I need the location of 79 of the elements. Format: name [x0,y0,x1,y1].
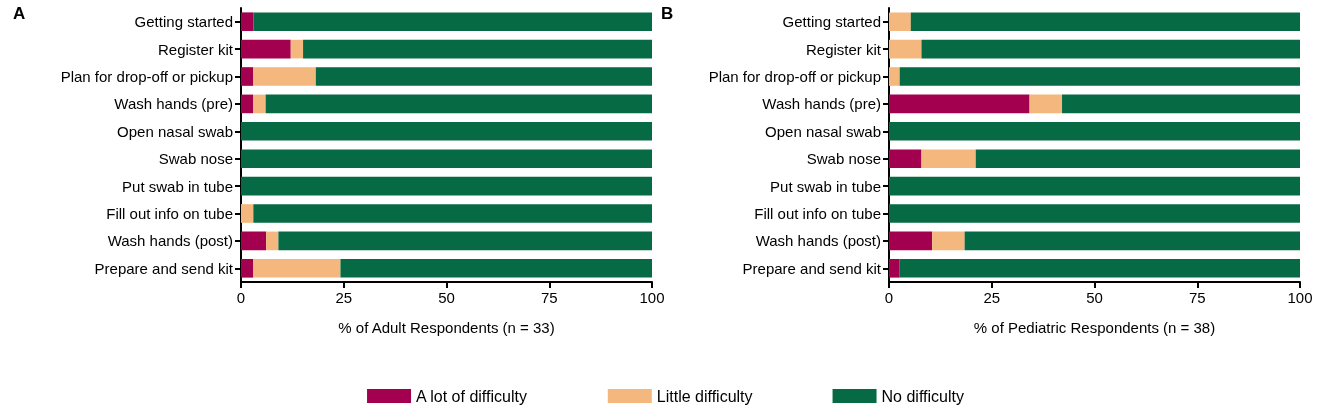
bar [921,39,1300,59]
y-tick-label: Fill out info on tube [754,205,881,222]
bar [265,94,652,114]
bar [932,231,965,251]
bar [1062,94,1300,114]
bar [241,176,652,196]
x-tick-label: 25 [983,289,1001,306]
bar [975,149,1300,169]
bar [278,231,652,251]
legend-label: Little difficulty [656,387,753,405]
bar [1029,94,1063,114]
bar [241,12,254,32]
y-tick-label: Prepare and send kit [94,259,234,277]
bar [910,12,1300,32]
bar [241,204,254,223]
bar [889,39,922,59]
bar [889,12,911,32]
bar [253,94,266,114]
y-tick-label: Wash hands (pre) [762,95,881,113]
y-tick-label: Put swab in tube [122,177,233,195]
y-tick-label: Plan for drop-off or pickup [60,68,233,85]
y-tick-label: Prepare and send kit [742,259,882,277]
bar [889,258,900,278]
x-tick-label: 75 [540,289,558,306]
y-tick-label: Swab nose [158,150,233,168]
bar [921,149,976,169]
x-tick-label: 75 [1188,289,1206,306]
x-axis-title: % of Pediatric Respondents (n = 38) [973,319,1216,336]
x-tick-label: 100 [1287,289,1313,306]
bar [241,149,652,169]
y-tick-label: Fill out info on tube [106,205,233,222]
bar [889,176,1300,196]
bar [889,231,933,251]
text: B [661,4,674,23]
bar [253,67,316,86]
bar [253,12,652,32]
bar [241,121,652,141]
bar [241,67,254,86]
bar [899,258,1300,278]
bar [253,258,341,278]
y-tick-label: Wash hands (post) [107,232,233,250]
y-tick-label: Getting started [134,13,233,31]
y-tick-label: Wash hands (post) [755,232,881,250]
x-tick-label: 25 [335,289,353,306]
bar [889,149,922,169]
x-tick-label: 50 [438,289,455,306]
legend-label: A lot of difficulty [416,387,527,405]
bar [241,39,291,59]
bar [266,231,279,251]
bar [889,204,1300,223]
text: A [13,4,26,23]
bar [241,94,254,114]
y-tick-label: Plan for drop-off or pickup [708,68,881,85]
y-tick-label: Open nasal swab [117,122,233,140]
x-tick-label: 100 [639,289,665,306]
bar [889,67,900,86]
y-tick-label: Swab nose [806,150,881,168]
bar [241,258,254,278]
x-tick-label: 0 [884,289,894,306]
bar [303,39,652,59]
y-tick-label: Wash hands (pre) [114,95,233,113]
x-tick-label: 0 [236,289,246,306]
y-tick-label: Put swab in tube [770,177,881,195]
bar [889,121,1300,141]
bar [964,231,1300,251]
y-tick-label: Open nasal swab [765,122,881,140]
bar [253,204,652,223]
legend-label: No difficulty [881,387,964,405]
y-tick-label: Getting started [782,13,881,31]
x-tick-label: 50 [1086,289,1103,306]
bar [899,67,1300,86]
bar [290,39,304,59]
bar [889,94,1030,114]
bar [315,67,652,86]
bar [241,231,267,251]
x-axis-title: % of Adult Respondents (n = 33) [338,319,555,336]
y-tick-label: Register kit [805,40,882,58]
y-tick-label: Register kit [157,40,234,58]
bar [340,258,652,278]
